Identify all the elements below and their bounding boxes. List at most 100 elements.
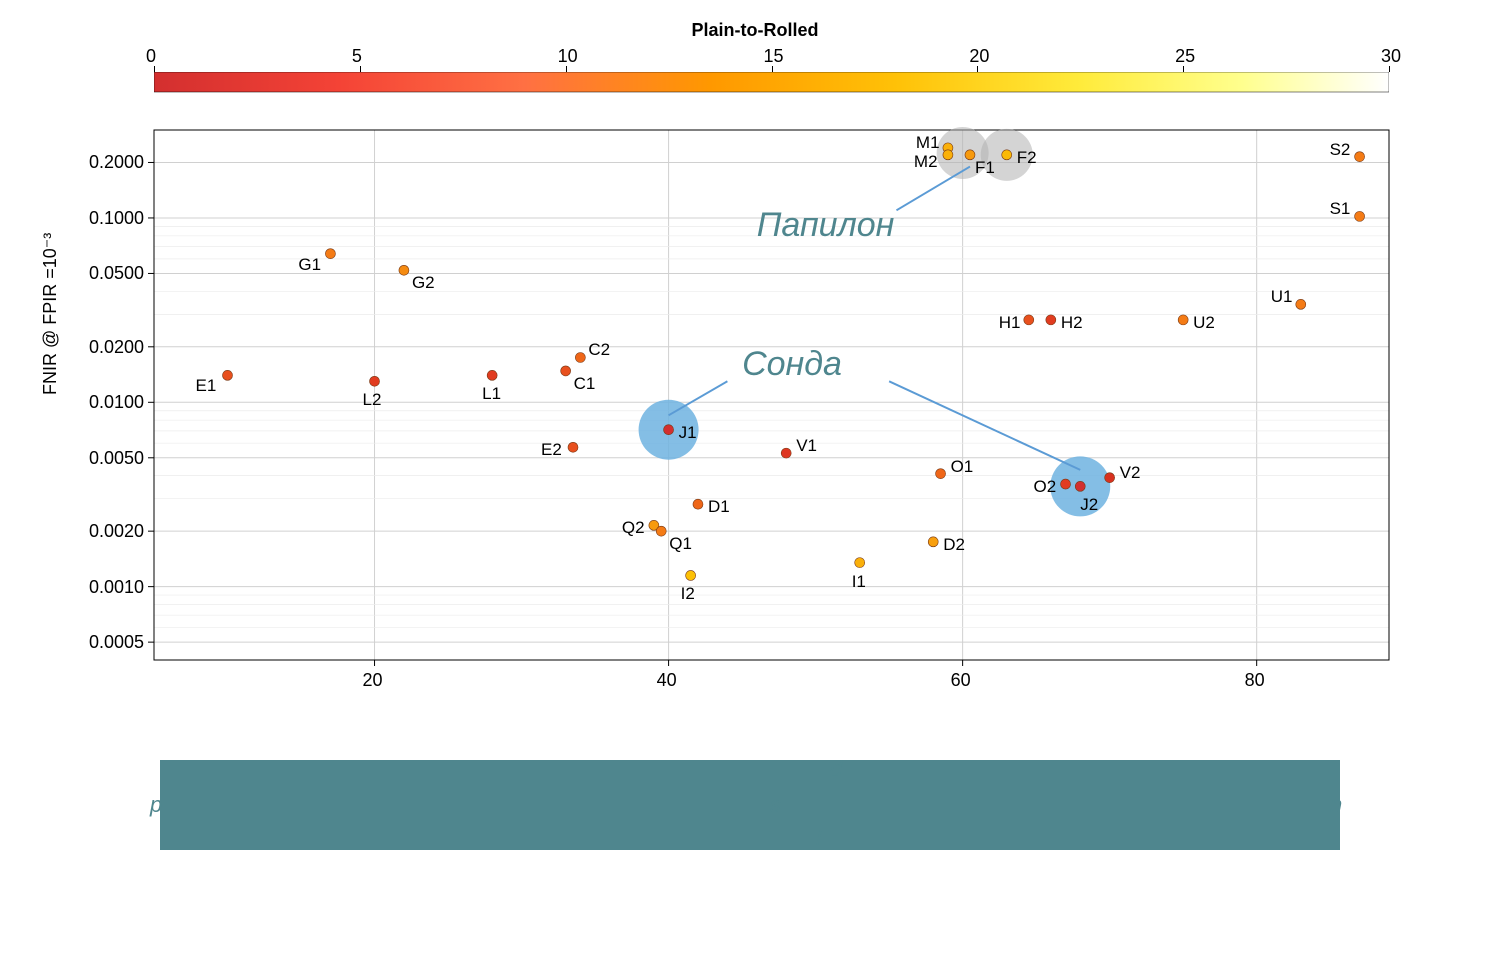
data-point-label: S1	[1330, 199, 1351, 219]
data-point	[781, 448, 791, 458]
data-point-label: L2	[363, 390, 382, 410]
annotation-connector	[889, 381, 1080, 470]
data-point-label: L1	[482, 384, 501, 404]
colorbar-tick	[772, 66, 773, 72]
data-point-label: F2	[1017, 148, 1037, 168]
x-tick-label: 40	[657, 670, 677, 691]
data-point-label: G2	[412, 273, 435, 293]
x-tick-label: 20	[363, 670, 383, 691]
data-point	[1061, 479, 1071, 489]
data-point-label: V1	[796, 436, 817, 456]
colorbar-tick	[566, 66, 567, 72]
data-point	[928, 537, 938, 547]
highlight-circle	[1050, 456, 1110, 516]
x-tick-label: 60	[951, 670, 971, 691]
colorbar-tick	[1389, 66, 1390, 72]
colorbar	[154, 72, 1389, 94]
data-point-label: S2	[1330, 140, 1351, 160]
data-point	[943, 150, 953, 160]
annotation-label: Папилон	[757, 206, 895, 245]
highlight-circle	[937, 127, 989, 179]
data-point	[656, 526, 666, 536]
colorbar-tick-label: 20	[969, 46, 989, 67]
highlight-circle	[981, 129, 1033, 181]
y-tick-label: 0.1000	[89, 208, 144, 229]
caption-fragment: s	[770, 792, 781, 818]
data-point-label: U2	[1193, 313, 1215, 333]
y-tick-label: 0.0005	[89, 632, 144, 653]
y-tick-label: 0.0200	[89, 337, 144, 358]
data-point	[325, 249, 335, 259]
data-point	[1024, 315, 1034, 325]
data-point	[399, 265, 409, 275]
data-point-label: H1	[999, 313, 1021, 333]
data-point	[1075, 481, 1085, 491]
data-point-label: Q1	[669, 534, 692, 554]
data-point-label: D2	[943, 535, 965, 555]
caption-fragment: i	[816, 826, 821, 852]
data-point	[943, 143, 953, 153]
data-point	[370, 376, 380, 386]
data-point	[1296, 299, 1306, 309]
y-tick-label: 0.2000	[89, 152, 144, 173]
colorbar-tick	[360, 66, 361, 72]
colorbar-tick	[1183, 66, 1184, 72]
caption-fragment: n	[1330, 792, 1342, 818]
data-point	[1178, 315, 1188, 325]
data-point-label: D1	[708, 497, 730, 517]
data-point-label: H2	[1061, 313, 1083, 333]
data-point	[1105, 473, 1115, 483]
data-point	[561, 366, 571, 376]
data-point-label: M2	[914, 152, 938, 172]
data-point	[855, 558, 865, 568]
y-tick-label: 0.0020	[89, 521, 144, 542]
data-point	[1355, 152, 1365, 162]
data-point-label: I1	[852, 572, 866, 592]
data-point-label: V2	[1120, 463, 1141, 483]
y-axis-label: FNIR @ FPIR =10⁻³	[40, 233, 61, 395]
colorbar-tick	[977, 66, 978, 72]
data-point	[568, 442, 578, 452]
caption-band	[160, 760, 1340, 850]
data-point	[1355, 211, 1365, 221]
annotation-connector	[896, 167, 970, 211]
caption-fragment: p	[150, 792, 162, 818]
colorbar-tick-label: 25	[1175, 46, 1195, 67]
data-point-label: G1	[298, 255, 321, 275]
data-point-label: C2	[588, 340, 610, 360]
data-point	[664, 425, 674, 435]
colorbar-title: Plain-to-Rolled	[692, 20, 819, 41]
data-point-label: O2	[1034, 477, 1057, 497]
data-point-label: E2	[541, 440, 562, 460]
data-point-label: J1	[679, 423, 697, 443]
caption-fragment: d	[830, 756, 842, 782]
colorbar-tick-label: 10	[558, 46, 578, 67]
x-tick-label: 80	[1245, 670, 1265, 691]
data-point-label: M1	[916, 133, 940, 153]
colorbar-tick-label: 15	[764, 46, 784, 67]
highlight-circle	[639, 400, 699, 460]
data-point	[686, 570, 696, 580]
data-point	[965, 150, 975, 160]
y-tick-label: 0.0050	[89, 448, 144, 469]
data-point	[487, 370, 497, 380]
data-point	[936, 469, 946, 479]
annotation-label: Сонда	[742, 345, 842, 384]
data-point-label: C1	[574, 374, 596, 394]
data-point-label: I2	[681, 584, 695, 604]
data-point-label: J2	[1080, 495, 1098, 515]
data-point-label: Q2	[622, 518, 645, 538]
data-point-label: E1	[196, 376, 217, 396]
y-tick-label: 0.0010	[89, 577, 144, 598]
colorbar-tick-label: 30	[1381, 46, 1401, 67]
data-point	[649, 520, 659, 530]
data-point-label: O1	[951, 457, 974, 477]
data-point-label: U1	[1271, 287, 1293, 307]
colorbar-tick-label: 5	[352, 46, 362, 67]
y-tick-label: 0.0500	[89, 263, 144, 284]
data-point	[575, 352, 585, 362]
y-tick-label: 0.0100	[89, 392, 144, 413]
colorbar-tick-label: 0	[146, 46, 156, 67]
data-point	[1046, 315, 1056, 325]
annotation-connector	[669, 381, 728, 415]
